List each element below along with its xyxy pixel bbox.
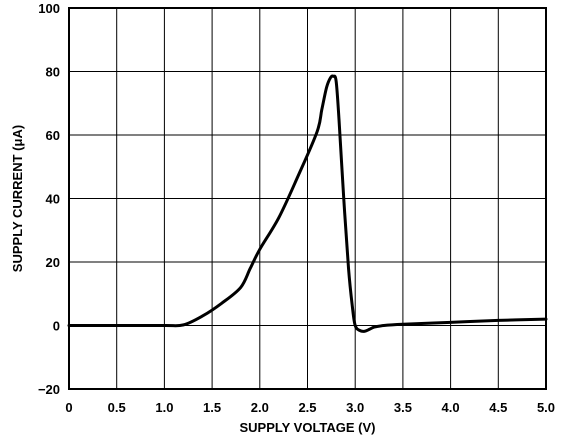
- y-tick-label: 40: [46, 192, 60, 207]
- x-tick-label: 5.0: [537, 400, 555, 415]
- x-tick-label: 1.5: [203, 400, 221, 415]
- x-tick-label: 3.0: [346, 400, 364, 415]
- x-tick-label: 2.5: [298, 400, 316, 415]
- y-axis-label: SUPPLY CURRENT (μA): [10, 125, 25, 272]
- y-axis-ticks: −20 0 20 40 60 80 100: [38, 1, 60, 397]
- x-tick-label: 4.5: [489, 400, 507, 415]
- y-tick-label: 20: [46, 255, 60, 270]
- x-axis-ticks: 0 0.5 1.0 1.5 2.0 2.5 3.0 3.5 4.0 4.5 5.0: [65, 400, 555, 415]
- plot-frame: [68, 7, 547, 390]
- x-tick-label: 1.0: [155, 400, 173, 415]
- grid: [69, 8, 546, 389]
- y-tick-label: 100: [38, 1, 60, 16]
- x-tick-label: 4.0: [442, 400, 460, 415]
- y-tick-label: 0: [53, 319, 60, 334]
- y-tick-label: 80: [46, 65, 60, 80]
- y-tick-label: −20: [38, 382, 60, 397]
- series-line: [67, 74, 548, 333]
- x-tick-label: 0.5: [108, 400, 126, 415]
- x-tick-label: 3.5: [394, 400, 412, 415]
- x-tick-label: 0: [65, 400, 72, 415]
- x-axis-label: SUPPLY VOLTAGE (V): [239, 420, 375, 435]
- x-tick-label: 2.0: [251, 400, 269, 415]
- y-tick-label: 60: [46, 128, 60, 143]
